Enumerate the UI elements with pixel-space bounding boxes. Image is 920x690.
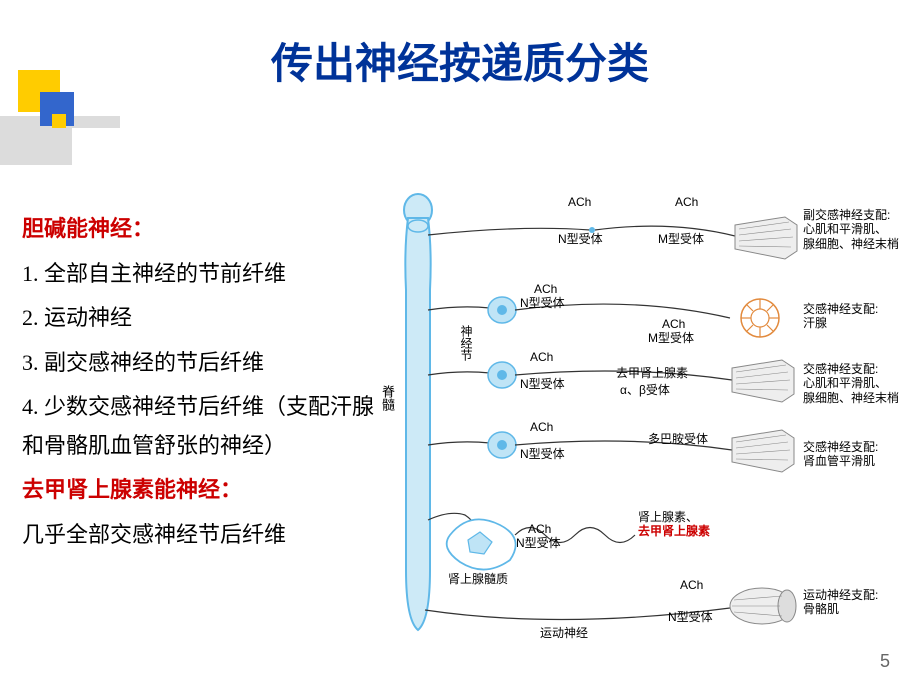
- r5-pre-bot: N型受体: [516, 536, 561, 551]
- r4-pre-bot: N型受体: [520, 447, 565, 462]
- r1-pre-top: ACh: [568, 195, 591, 210]
- item-2: 2. 运动神经: [22, 299, 377, 338]
- text-column: 胆碱能神经： 1. 全部自主神经的节前纤维 2. 运动神经 3. 副交感神经的节…: [22, 210, 377, 560]
- r2-pre-top: ACh: [534, 282, 557, 297]
- r5-post-top: 肾上腺素、: [638, 510, 698, 525]
- r6-post-bot: N型受体: [668, 610, 713, 625]
- r5-post-bot: 去甲肾上腺素: [638, 524, 710, 539]
- motor-label: 运动神经: [540, 626, 588, 641]
- r2-post-bot: M型受体: [648, 331, 694, 346]
- r3-pre-top: ACh: [530, 350, 553, 365]
- r5-pre-top: ACh: [528, 522, 551, 537]
- adrenal-label: 肾上腺髓质: [448, 572, 508, 587]
- r6-post-top: ACh: [680, 578, 703, 593]
- r3-post-top: 去甲肾上腺素: [616, 366, 688, 381]
- spinal-label: 脊髓: [378, 385, 397, 411]
- nerve-diagram: 脊髓 神经节 ACh N型受体 ACh M型受体 副交感神经支配: 心肌和平滑肌…: [380, 190, 910, 650]
- r4-right: 交感神经支配: 肾血管平滑肌: [803, 440, 878, 469]
- page-number: 5: [880, 651, 890, 672]
- r6-right: 运动神经支配: 骨骼肌: [803, 588, 878, 617]
- r1-pre-bot: N型受体: [558, 232, 603, 247]
- r1-right: 副交感神经支配: 心肌和平滑肌、 腺细胞、神经末梢: [803, 208, 899, 251]
- heading-adrenergic: 去甲肾上腺素能神经：: [22, 471, 377, 510]
- r3-pre-bot: N型受体: [520, 377, 565, 392]
- r3-right: 交感神经支配: 心肌和平滑肌、 腺细胞、神经末梢: [803, 362, 899, 405]
- slide-title: 传出神经按递质分类: [0, 30, 920, 91]
- item-1: 1. 全部自主神经的节前纤维: [22, 255, 377, 294]
- ganglion-label: 神经节: [458, 325, 475, 361]
- item-3: 3. 副交感神经的节后纤维: [22, 344, 377, 383]
- r2-pre-bot: N型受体: [520, 296, 565, 311]
- item-4: 4. 少数交感神经节后纤维（支配汗腺和骨骼肌血管舒张的神经）: [22, 388, 377, 465]
- item-5: 几乎全部交感神经节后纤维: [22, 516, 377, 555]
- r4-post-top: 多巴胺受体: [648, 432, 708, 447]
- r3-post-bot: α、β受体: [620, 383, 670, 398]
- r2-right: 交感神经支配: 汗腺: [803, 302, 878, 331]
- heading-cholinergic: 胆碱能神经：: [22, 210, 377, 249]
- r2-post-top: ACh: [662, 317, 685, 332]
- r1-post-bot: M型受体: [658, 232, 704, 247]
- r4-pre-top: ACh: [530, 420, 553, 435]
- r1-post-top: ACh: [675, 195, 698, 210]
